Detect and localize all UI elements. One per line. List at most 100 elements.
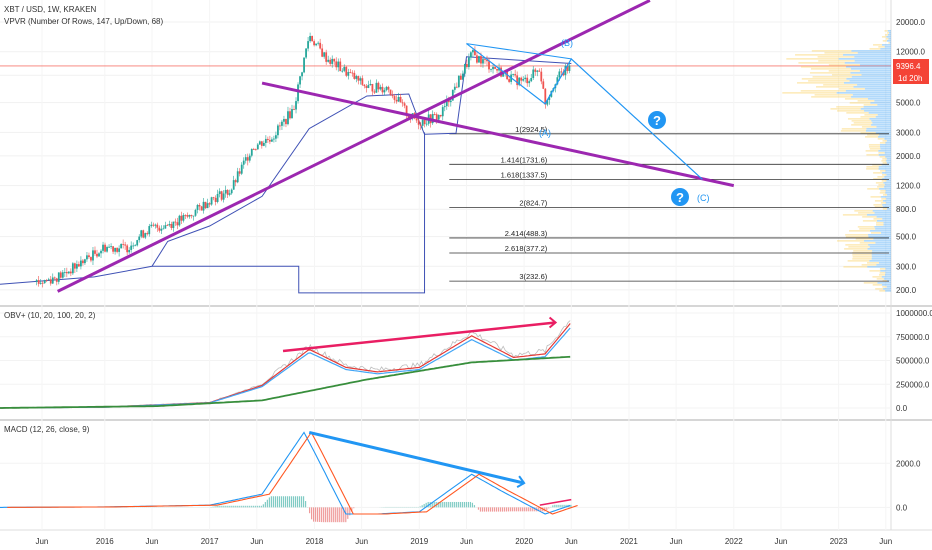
vpvr-row-down	[850, 72, 891, 74]
vpvr-row-down	[882, 200, 891, 202]
macd-histogram-bar	[351, 507, 353, 512]
symbol-legend: XBT / USD, 1W, KRAKEN	[4, 5, 97, 14]
vpvr-row-up	[882, 194, 887, 196]
vpvr-row-up	[786, 58, 839, 60]
rising-trendline	[56, 0, 651, 293]
obv-tick-label: 1000000.0	[896, 309, 932, 318]
vpvr-row-down	[853, 86, 891, 88]
vpvr-row-down	[878, 154, 891, 156]
macd-pane[interactable]	[0, 421, 891, 529]
macd-histogram-bar	[252, 505, 254, 508]
candle-body	[313, 41, 316, 46]
candle-body	[393, 96, 396, 100]
obv-divergence-line	[282, 321, 556, 353]
candle-body	[154, 224, 157, 226]
vpvr-row-down	[882, 206, 891, 208]
candle-body	[80, 260, 82, 267]
candle-body	[86, 255, 88, 260]
vpvr-row-up	[828, 70, 860, 72]
vpvr-row-down	[868, 236, 891, 238]
macd-histogram-bar	[236, 505, 238, 508]
candle-body	[546, 99, 549, 105]
vpvr-row-up	[818, 60, 855, 62]
vpvr-row-up	[828, 64, 860, 66]
candle-body	[146, 233, 149, 235]
vpvr-row-up	[860, 116, 876, 118]
candle-body	[321, 48, 324, 57]
candle-body	[556, 77, 559, 85]
time-tick-label: Jun	[250, 537, 263, 546]
vpvr-row-up	[811, 96, 852, 98]
time-tick-label: 2022	[725, 537, 743, 546]
macd-histogram-bar	[345, 507, 347, 523]
vpvr-row-up	[852, 256, 872, 258]
candle-body	[222, 193, 225, 200]
vpvr-row-up	[801, 78, 847, 80]
vpvr-row-down	[874, 226, 891, 228]
time-tick-label: 2019	[410, 537, 428, 546]
macd-histogram-bar	[218, 505, 220, 508]
vpvr-row-down	[872, 250, 891, 252]
vpvr-row-up	[869, 148, 881, 150]
question-mark-1: ?	[653, 113, 661, 128]
macd-histogram-bar	[487, 507, 490, 512]
candle-body	[244, 157, 247, 161]
candle-body	[347, 72, 350, 76]
vpvr-row-up	[842, 214, 867, 216]
candle-body	[443, 106, 446, 108]
macd-histogram-bar	[552, 505, 554, 508]
macd-histogram-bar	[214, 506, 216, 508]
vpvr-row-down	[876, 220, 891, 222]
price-tick-label: 3000.0	[896, 128, 921, 137]
price-tick-label: 2000.0	[896, 152, 921, 161]
vpvr-row-down	[886, 36, 891, 38]
vpvr-row-down	[836, 92, 891, 94]
price-pane[interactable]	[0, 0, 891, 305]
candle-body	[168, 224, 171, 226]
macd-histogram-bar	[453, 501, 455, 508]
candle-body	[285, 119, 287, 125]
vpvr-row-down	[878, 136, 891, 138]
candle-body	[128, 249, 131, 253]
vpvr-row-down	[868, 244, 891, 246]
candle-body	[232, 180, 235, 190]
vpvr-row-up	[845, 234, 869, 236]
macd-rising-line	[539, 498, 572, 506]
candle-body	[140, 230, 143, 237]
candle-body	[478, 56, 480, 63]
macd-histogram-bar	[512, 507, 514, 512]
candle-body	[49, 279, 52, 284]
vpvr-row-down	[849, 80, 891, 82]
vpvr-row-up	[872, 164, 882, 166]
vpvr-row-up	[851, 120, 872, 122]
vpvr-row-down	[876, 216, 891, 218]
vpvr-row-up	[844, 248, 868, 250]
macd-histogram-bar	[562, 504, 564, 508]
macd-legend: MACD (12, 26, close, 9)	[4, 425, 90, 434]
fib-label: 1.618(1337.5)	[501, 170, 548, 179]
vpvr-row-down	[886, 174, 891, 176]
obv-pane[interactable]	[0, 307, 891, 419]
candle-body	[536, 70, 539, 72]
candle-body	[156, 224, 159, 228]
candle-body	[256, 144, 259, 150]
macd-histogram-bar	[528, 507, 530, 512]
candle-body	[63, 272, 66, 273]
candle-body	[514, 74, 517, 76]
vpvr-row-down	[883, 182, 891, 184]
candle-body	[399, 96, 402, 103]
time-tick-label: Jun	[565, 537, 578, 546]
vpvr-row-down	[882, 172, 891, 174]
candle-body	[43, 280, 46, 284]
candle-body	[457, 75, 460, 88]
macd-histogram-bar	[337, 507, 339, 523]
candle-body	[55, 278, 58, 282]
candle-body	[94, 250, 96, 254]
candle-body	[254, 149, 257, 151]
vpvr-row-up	[810, 68, 851, 70]
macd-histogram-bar	[425, 502, 427, 508]
fib-label: 3(232.6)	[519, 272, 547, 281]
macd-histogram-bar	[266, 499, 268, 508]
time-tick-label: 2021	[620, 537, 638, 546]
